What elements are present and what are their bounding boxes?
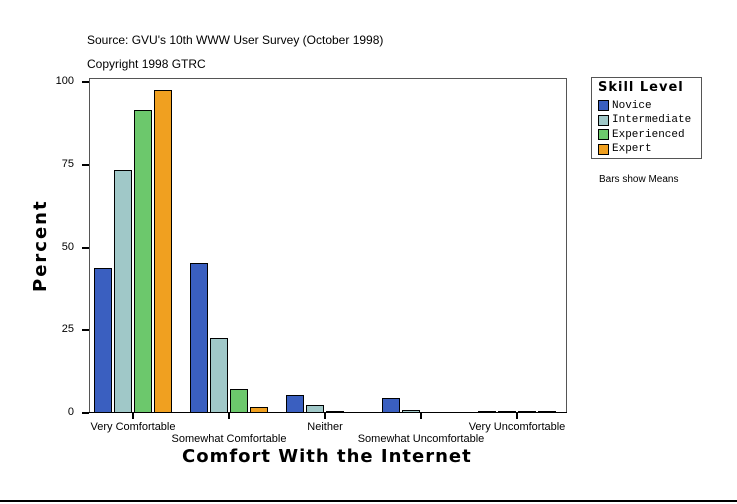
- bar-expert: [154, 89, 172, 413]
- legend-swatch: [598, 100, 609, 111]
- x-category-label: Very Comfortable: [90, 421, 176, 433]
- legend-item: Novice: [598, 99, 652, 112]
- bottom-rule: [0, 500, 737, 502]
- legend: Skill Level Novice Intermediate Experience…: [591, 77, 702, 159]
- legend-label: Expert: [612, 143, 652, 155]
- bar-expert: [250, 407, 268, 413]
- bar-intermediate: [402, 409, 420, 413]
- bar-experienced: [326, 411, 344, 413]
- copyright-caption: Copyright 1998 GTRC: [87, 57, 206, 71]
- y-tick: [82, 246, 89, 249]
- y-tick: [82, 81, 89, 83]
- legend-item: Expert: [598, 143, 652, 156]
- x-category-label: Very Uncomfortable: [468, 421, 566, 433]
- bar-experienced: [518, 411, 536, 413]
- y-tick: [82, 163, 89, 166]
- y-tick-label: 25: [61, 323, 74, 336]
- legend-swatch: [598, 129, 609, 140]
- bar-experienced: [230, 388, 248, 413]
- plot-area: [89, 78, 567, 413]
- bar-intermediate: [498, 411, 516, 413]
- bar-intermediate: [306, 405, 324, 413]
- bar-novice: [94, 268, 112, 413]
- x-category-label: Neither: [307, 421, 343, 433]
- bar-novice: [478, 411, 496, 413]
- bar-novice: [286, 395, 304, 413]
- x-tick: [516, 413, 518, 419]
- x-tick: [324, 413, 326, 419]
- x-tick: [132, 413, 134, 419]
- bar-intermediate: [210, 337, 228, 413]
- legend-item: Intermediate: [598, 114, 691, 127]
- bar-novice: [190, 263, 208, 413]
- y-tick-label: 100: [55, 75, 74, 87]
- x-category-label: Somewhat Comfortable: [171, 433, 287, 445]
- bar-experienced: [134, 110, 152, 413]
- legend-swatch: [598, 114, 609, 126]
- source-caption: Source: GVU's 10th WWW User Survey (Octo…: [87, 33, 384, 47]
- y-tick-label: 50: [61, 240, 74, 253]
- y-tick: [82, 412, 89, 414]
- x-category-label: Somewhat Uncomfortable: [357, 433, 485, 445]
- x-axis-title: Comfort With the Internet: [182, 446, 472, 467]
- bar-novice: [382, 398, 400, 413]
- y-tick-label: 0: [67, 406, 74, 418]
- legend-label: Novice: [612, 99, 652, 112]
- bar-intermediate: [114, 170, 132, 413]
- y-axis-title: Percent: [30, 199, 51, 292]
- legend-label: Experienced: [612, 128, 685, 141]
- y-tick: [82, 329, 89, 332]
- y-tick-label: 75: [61, 157, 74, 170]
- legend-swatch: [598, 143, 609, 155]
- legend-title: Skill Level: [598, 80, 684, 95]
- x-tick: [228, 413, 230, 419]
- legend-item: Experienced: [598, 128, 685, 141]
- x-tick: [420, 413, 422, 419]
- means-note: Bars show Means: [599, 174, 679, 185]
- bar-expert: [538, 411, 556, 413]
- legend-label: Intermediate: [612, 114, 692, 126]
